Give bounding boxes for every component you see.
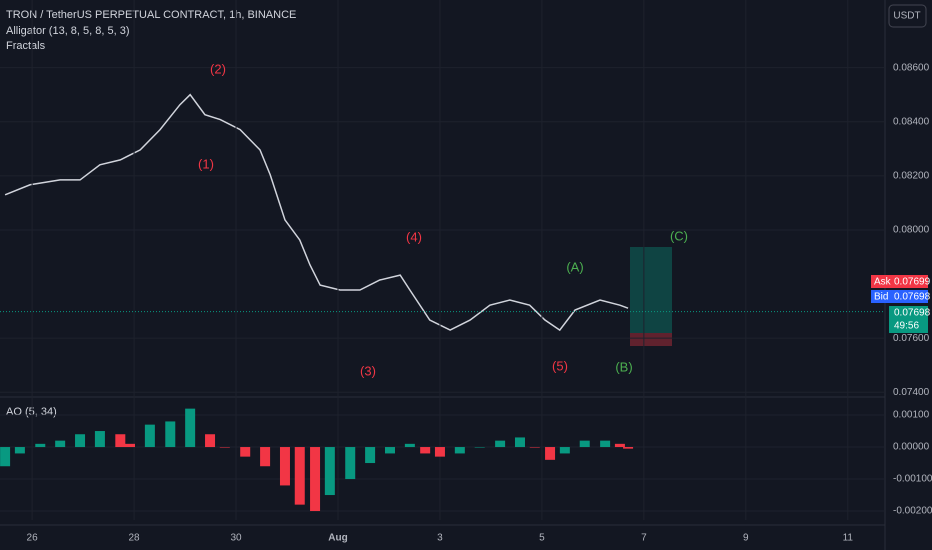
ao-bar bbox=[0, 447, 11, 467]
countdown: 49:56 bbox=[894, 321, 919, 332]
ao-bar bbox=[324, 447, 335, 496]
x-tick-label: 3 bbox=[437, 533, 443, 544]
ao-bar bbox=[294, 447, 305, 505]
chart-title: TRON / TetherUS PERPETUAL CONTRACT, 1h, … bbox=[6, 9, 296, 21]
currency-label[interactable]: USDT bbox=[893, 11, 920, 22]
wave-label: (C) bbox=[670, 228, 688, 243]
ao-bar bbox=[434, 447, 445, 457]
ao-bar bbox=[115, 434, 126, 448]
ask-name: Ask bbox=[874, 277, 892, 288]
ao-bar bbox=[165, 421, 176, 448]
y-tick-label: 0.07600 bbox=[893, 333, 930, 344]
ao-bar bbox=[365, 447, 376, 464]
ao-bar bbox=[144, 424, 155, 448]
ao-bar bbox=[205, 434, 216, 448]
last-price: 0.07698 bbox=[894, 308, 931, 319]
y-tick-label: 0.00100 bbox=[893, 410, 930, 421]
bid-box bbox=[871, 290, 928, 303]
ao-bar bbox=[454, 447, 465, 454]
currency-button[interactable] bbox=[888, 4, 927, 28]
ao-bar bbox=[75, 434, 86, 448]
ao-bar bbox=[545, 447, 556, 460]
wave-label: (1) bbox=[198, 156, 214, 171]
ao-bar bbox=[474, 447, 485, 448]
target-zone bbox=[630, 247, 672, 333]
ao-bar bbox=[310, 447, 321, 512]
ao-bar bbox=[623, 447, 634, 449]
ao-bar bbox=[600, 440, 611, 448]
bid-price: 0.07698 bbox=[894, 292, 931, 303]
y-tick-label: -0.00100 bbox=[893, 474, 932, 485]
y-tick-label: 0.08200 bbox=[893, 170, 930, 181]
bid-name: Bid bbox=[874, 292, 888, 303]
ao-bar bbox=[404, 443, 415, 448]
ao-bar bbox=[35, 443, 46, 448]
x-tick-label: 30 bbox=[230, 533, 242, 544]
ask-box bbox=[871, 275, 928, 288]
x-tick-label: 7 bbox=[641, 533, 647, 544]
y-tick-label: 0.08000 bbox=[893, 225, 930, 236]
x-tick-label: 28 bbox=[129, 533, 141, 544]
ao-bar bbox=[55, 440, 66, 448]
ao-bar bbox=[614, 443, 625, 448]
y-tick-label: 0.00000 bbox=[893, 442, 930, 453]
ao-bar bbox=[124, 443, 135, 448]
ao-bar bbox=[279, 447, 290, 486]
indicator-label: Alligator (13, 8, 5, 8, 5, 3) bbox=[6, 25, 130, 37]
ao-bar bbox=[240, 447, 251, 457]
ask-price: 0.07699 bbox=[894, 277, 931, 288]
wave-label: (5) bbox=[552, 358, 568, 373]
last-price-box bbox=[889, 306, 928, 333]
ao-bar bbox=[384, 447, 395, 454]
wave-label: (3) bbox=[360, 363, 376, 378]
x-tick-label: 5 bbox=[539, 533, 545, 544]
ao-bar bbox=[579, 440, 590, 448]
x-tick-label: 11 bbox=[843, 533, 854, 544]
ao-bar bbox=[260, 447, 271, 467]
x-tick-label: Aug bbox=[328, 533, 347, 544]
price-line bbox=[4, 93, 629, 332]
wave-label: (A) bbox=[566, 259, 583, 274]
ao-bar bbox=[495, 440, 506, 448]
indicator-label: Fractals bbox=[6, 40, 46, 52]
y-tick-label: 0.08600 bbox=[893, 62, 930, 73]
x-tick-label: 26 bbox=[27, 533, 39, 544]
ao-bar bbox=[559, 447, 570, 454]
ao-bar bbox=[345, 447, 356, 480]
y-tick-label: 0.08400 bbox=[893, 116, 930, 127]
wave-label: (4) bbox=[406, 229, 422, 244]
ao-bar bbox=[219, 447, 230, 448]
wave-label: (B) bbox=[615, 359, 632, 374]
ao-bar bbox=[185, 408, 196, 448]
stop-zone bbox=[630, 333, 672, 346]
y-tick-label: -0.00200 bbox=[893, 506, 932, 517]
x-tick-label: 9 bbox=[743, 533, 749, 544]
ao-bar bbox=[14, 447, 25, 454]
ao-bar bbox=[514, 437, 525, 448]
ao-bar bbox=[94, 431, 105, 448]
wave-label: (2) bbox=[210, 61, 226, 76]
indicator-label: AO (5, 34) bbox=[6, 406, 57, 418]
y-tick-label: 0.07400 bbox=[893, 387, 930, 398]
ao-bar bbox=[529, 447, 540, 448]
ao-bar bbox=[420, 447, 431, 454]
